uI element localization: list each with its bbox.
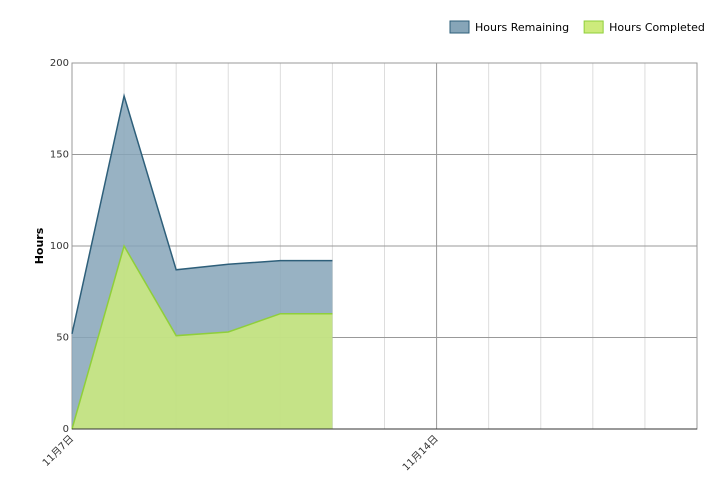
y-tick-label: 200 — [50, 58, 69, 69]
area-line — [71, 244, 333, 430]
y-tick-label: 0 — [63, 424, 69, 435]
x-tick-label: 11月14日 — [400, 433, 441, 474]
y-tick-label: 150 — [50, 150, 69, 161]
legend-swatch — [449, 20, 470, 34]
y-tick-label: 50 — [56, 333, 69, 344]
legend-label: Hours Completed — [609, 21, 705, 34]
legend-swatch — [583, 20, 604, 34]
x-tick-label: 11月7日 — [40, 433, 76, 469]
area — [72, 246, 333, 429]
legend-label: Hours Remaining — [475, 21, 569, 34]
y-tick-label: 100 — [50, 241, 69, 252]
y-axis-label: Hours — [33, 227, 46, 264]
area-line — [71, 92, 333, 335]
